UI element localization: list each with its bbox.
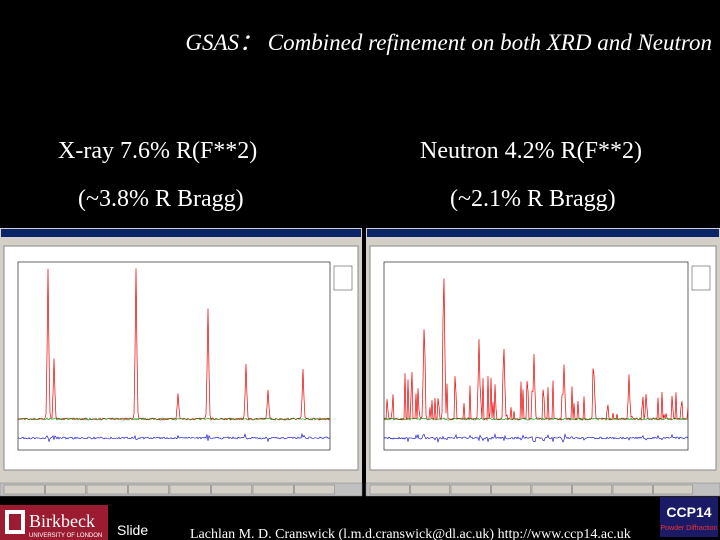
taskbar-button (252, 484, 294, 495)
column-line: (~3.8% R Bragg) (78, 186, 244, 212)
difference-curve (17, 432, 331, 443)
taskbar-button (211, 484, 252, 495)
plot-area (369, 245, 717, 471)
taskbar-button (410, 484, 450, 495)
plot-frame (383, 261, 689, 451)
ccp14-subtext: Powder Diffraction (660, 525, 717, 532)
column-line: (~2.1% R Bragg) (450, 186, 616, 212)
column-line: X-ray 7.6% R(F**2) (58, 138, 257, 164)
legend (691, 265, 711, 291)
taskbar-button (531, 484, 572, 495)
taskbar-button (169, 484, 211, 495)
window-titlebar (1, 229, 361, 237)
taskbar-button (491, 484, 531, 495)
plot-frame (17, 261, 331, 451)
taskbar-button (128, 484, 169, 495)
taskbar-button (612, 484, 653, 495)
logo-crest-inner (9, 514, 21, 530)
birkbeck-logo: Birkbeck UNIVERSITY OF LONDON (0, 505, 108, 540)
menu-bar (1, 237, 361, 246)
window-titlebar (367, 229, 719, 237)
credit: Lachlan M. D. Cranswick (l.m.d.cranswick… (190, 527, 631, 540)
logo-text: Birkbeck (29, 511, 95, 531)
taskbar-button (572, 484, 612, 495)
slide-label: Slide (117, 522, 148, 538)
taskbar-button (86, 484, 128, 495)
taskbar-button (45, 484, 86, 495)
screenshots (0, 228, 720, 497)
taskbar-button (653, 484, 693, 495)
ccp14-box (660, 497, 718, 537)
column-line: Neutron 4.2% R(F**2) (420, 138, 642, 164)
taskbar-button (3, 484, 45, 495)
plot-area (3, 245, 359, 471)
menu-bar (367, 237, 719, 246)
slide-title: GSAS： Combined refinement on both XRD an… (185, 30, 712, 55)
difference-curve (383, 433, 689, 444)
background-curve (17, 417, 331, 421)
taskbar-button (450, 484, 491, 495)
legend (333, 265, 353, 291)
ccp14-logo: CCP14 Powder Diffraction (660, 497, 718, 537)
taskbar-button (369, 484, 410, 495)
ccp14-text: CCP14 (666, 504, 711, 520)
logo-subtext: UNIVERSITY OF LONDON (29, 533, 102, 539)
taskbar-button (294, 484, 335, 495)
background-curve (383, 417, 689, 421)
